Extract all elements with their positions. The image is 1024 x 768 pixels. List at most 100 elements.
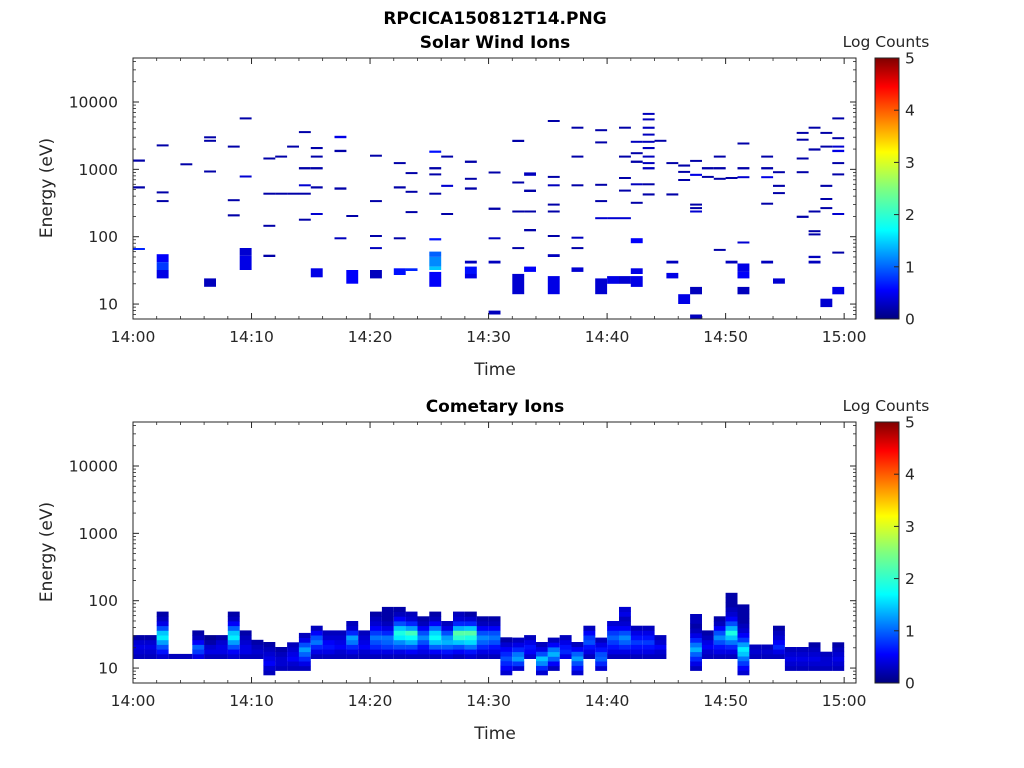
y-tick-label: 100 xyxy=(88,592,118,610)
heatmap-cell xyxy=(381,649,394,655)
heatmap-cell xyxy=(619,606,631,612)
heatmap-cell xyxy=(690,647,702,653)
heatmap-cell xyxy=(263,665,276,671)
heatmap-cell xyxy=(500,670,513,676)
heatmap-cell xyxy=(642,167,655,170)
heatmap-cell xyxy=(405,621,418,627)
heatmap-cell xyxy=(180,653,193,659)
heatmap-cell xyxy=(524,266,536,272)
heatmap-cell xyxy=(441,625,454,631)
heatmap-cell xyxy=(547,210,560,213)
heatmap-cell xyxy=(595,278,608,295)
heatmap-cell xyxy=(441,184,454,187)
heatmap-cell xyxy=(488,644,501,650)
heatmap-cell xyxy=(216,635,228,641)
heatmap-cell xyxy=(737,670,750,676)
colorbar-ticks-cometary: 0 1 2 3 4 5 xyxy=(894,414,915,693)
colorbar-tick-label: 5 xyxy=(905,414,915,432)
heatmap-cell xyxy=(547,665,560,671)
heatmap-cell xyxy=(547,656,560,662)
heatmap-cell xyxy=(619,155,631,158)
heatmap-cell xyxy=(808,210,821,213)
heatmap-cell xyxy=(156,635,169,641)
heatmap-cell xyxy=(251,639,264,645)
y-tick-label: 1000 xyxy=(79,161,118,179)
heatmap-cell xyxy=(310,155,323,158)
heatmap-cell xyxy=(630,183,643,186)
heatmap-cell xyxy=(263,660,276,666)
heatmap-cell xyxy=(607,621,619,627)
heatmap-cell xyxy=(654,649,667,655)
heatmap-cell xyxy=(298,632,311,638)
heatmap-cell xyxy=(737,646,750,652)
heatmap-cell xyxy=(393,625,406,631)
heatmap-cell xyxy=(820,656,833,662)
heatmap-cell xyxy=(405,611,418,617)
heatmap-cell xyxy=(547,235,560,237)
colorbar-gradient-solar-wind xyxy=(874,57,900,320)
heatmap-cell xyxy=(571,184,584,187)
heatmap-cell xyxy=(737,142,750,145)
heatmap-cell xyxy=(464,621,477,627)
heatmap-cell xyxy=(737,642,750,648)
heatmap-cell xyxy=(298,131,311,134)
heatmap-cell xyxy=(737,241,750,244)
heatmap-cell xyxy=(453,653,465,659)
colorbar-solar-wind: Log Counts 0 1 2 3 4 5 xyxy=(843,33,930,329)
heatmap-cell xyxy=(346,270,359,284)
heatmap-cell xyxy=(619,217,631,220)
heatmap-cell xyxy=(512,247,525,250)
heatmap-cell xyxy=(381,630,394,636)
heatmap-cell xyxy=(156,649,169,655)
heatmap-cell xyxy=(713,635,726,641)
panel-title-solar-wind: Solar Wind Ions xyxy=(420,33,571,53)
heatmap-cell xyxy=(227,639,240,645)
heatmap-cell xyxy=(524,189,536,192)
heatmap-cell xyxy=(227,145,240,148)
heatmap-cell xyxy=(642,653,655,659)
heatmap-cell xyxy=(547,203,560,206)
heatmap-cell xyxy=(310,213,323,215)
heatmap-cell xyxy=(796,651,809,657)
heatmap-cell xyxy=(417,616,430,622)
heatmap-cell xyxy=(559,653,572,659)
heatmap-cell xyxy=(666,260,679,264)
heatmap-cell xyxy=(761,649,774,655)
heatmap-cell xyxy=(429,150,442,153)
heatmap-cell xyxy=(773,630,785,636)
heatmap-cell xyxy=(619,616,631,622)
x-axis-label-solar-wind: Time xyxy=(473,360,516,380)
heatmap-cell xyxy=(761,176,774,179)
heatmap-cell xyxy=(559,649,572,655)
colorbar-tick-label: 3 xyxy=(905,154,915,172)
heatmap-cell xyxy=(832,162,845,165)
heatmap-cell xyxy=(642,112,655,115)
heatmap-cell xyxy=(464,630,477,636)
heatmap-cell xyxy=(227,630,240,636)
heatmap-cell xyxy=(832,651,845,657)
heatmap-cell xyxy=(156,254,169,263)
heatmap-cell xyxy=(500,642,513,648)
heatmap-cell xyxy=(168,653,181,659)
heatmap-cell xyxy=(690,656,702,662)
heatmap-cell xyxy=(453,639,465,645)
heatmap-cell xyxy=(571,126,584,129)
heatmap-cell xyxy=(204,170,216,173)
heatmap-cell xyxy=(808,642,821,648)
heatmap-cell xyxy=(642,625,655,631)
x-tick-label: 14:50 xyxy=(703,692,748,710)
heatmap-cell xyxy=(310,147,323,150)
colorbar-ticks-solar-wind: 0 1 2 3 4 5 xyxy=(894,50,915,329)
heatmap-cell xyxy=(690,637,702,643)
heatmap-cell xyxy=(630,140,643,143)
heatmap-cell xyxy=(820,651,833,657)
heatmap-cell xyxy=(524,649,536,655)
heatmap-cell xyxy=(820,184,833,187)
heatmap-cell xyxy=(334,639,347,645)
heatmap-cell xyxy=(358,649,371,655)
heatmap-cell xyxy=(287,642,299,648)
heatmap-cell xyxy=(820,661,833,667)
heatmap-cell xyxy=(429,616,442,622)
heatmap-cell xyxy=(263,656,276,662)
heatmap-cell xyxy=(761,155,774,158)
